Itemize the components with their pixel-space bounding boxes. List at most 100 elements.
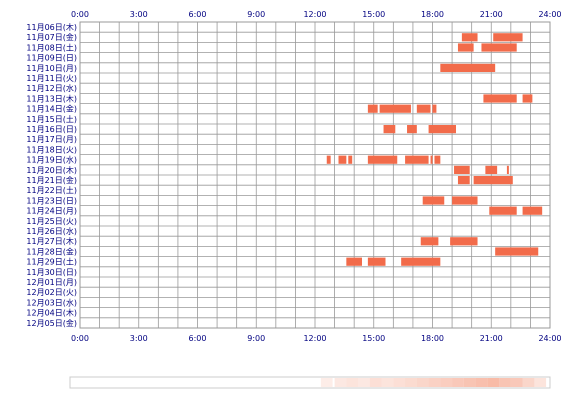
row-label: 11月15日(土) (26, 114, 77, 124)
heat-cell (393, 378, 406, 387)
heat-cell (334, 378, 347, 387)
activity-bar (416, 104, 431, 113)
row-label: 11月12日(水) (26, 83, 77, 93)
tick-label-top: 24:00 (538, 10, 561, 19)
row-label: 11月06日(木) (26, 22, 77, 32)
row-label: 12月02日(火) (26, 288, 77, 297)
activity-bar (348, 155, 353, 164)
tick-label-top: 21:00 (480, 10, 503, 19)
row-label: 11月10日(月) (26, 64, 77, 73)
activity-bar (405, 155, 429, 164)
row-label: 11月25日(火) (26, 217, 77, 226)
tick-label-bottom: 21:00 (480, 334, 503, 343)
heat-cell (487, 378, 500, 387)
tick-label-bottom: 12:00 (303, 334, 326, 343)
activity-bar (428, 125, 456, 134)
heat-cell (534, 378, 547, 387)
row-label: 12月04日(木) (26, 308, 77, 318)
row-label: 11月23日(日) (26, 196, 77, 205)
activity-bar (450, 237, 478, 246)
activity-bar (338, 155, 347, 164)
row-label: 11月07日(金) (26, 32, 77, 42)
heat-cell (346, 378, 359, 387)
activity-bar (493, 33, 523, 42)
heat-cell (416, 378, 429, 387)
tick-label-bottom: 15:00 (362, 334, 385, 343)
row-labels: 11月06日(木)11月07日(金)11月08日(土)11月09日(日)11月1… (26, 22, 77, 328)
row-label: 11月30日(日) (26, 268, 77, 277)
heat-cell (475, 378, 488, 387)
activity-bar (485, 165, 498, 174)
activity-bar (481, 43, 517, 52)
tick-label-top: 18:00 (421, 10, 444, 19)
tick-label-top: 3:00 (130, 10, 148, 19)
row-label: 11月08日(土) (26, 42, 77, 52)
activity-bar (457, 43, 474, 52)
row-label: 11月22日(土) (26, 185, 77, 195)
tick-label-bottom: 24:00 (538, 334, 561, 343)
activity-bar (522, 94, 533, 103)
activity-bar (457, 176, 470, 185)
activity-bar (422, 196, 445, 205)
row-label: 11月09日(日) (26, 54, 77, 63)
tick-label-bottom: 18:00 (421, 334, 444, 343)
activity-bar (432, 104, 437, 113)
tick-label-bottom: 0:00 (71, 334, 89, 343)
heat-cell (405, 378, 417, 387)
row-label: 11月19日(水) (26, 155, 77, 165)
activity-bar (461, 33, 478, 42)
activity-bar (495, 247, 539, 256)
row-label: 11月29日(土) (26, 257, 77, 267)
heat-cell (510, 378, 523, 387)
heat-cell (452, 378, 464, 387)
activity-bar (407, 125, 417, 134)
row-label: 11月24日(月) (26, 207, 77, 216)
time-ticks: 0:00 0:00 3:00 3:00 6:00 6:00 9:00 9:00 12:00 12:… (71, 10, 562, 343)
heat-cell (369, 378, 382, 387)
tick-label-bottom: 6:00 (189, 334, 207, 343)
grid (79, 21, 551, 329)
heat-cell (463, 378, 476, 387)
tick-label-top: 6:00 (189, 10, 207, 19)
activity-bar (454, 165, 470, 174)
activity-bar (367, 257, 386, 266)
activity-bar (401, 257, 441, 266)
heat-cell (522, 378, 535, 387)
activity-bar (506, 165, 509, 174)
activity-bar (326, 155, 331, 164)
tick-label-top: 9:00 (247, 10, 265, 19)
row-label: 11月26日(水) (26, 226, 77, 236)
row-label: 12月01日(月) (26, 278, 77, 287)
activity-bar (383, 125, 396, 134)
tick-label-bottom: 9:00 (247, 334, 265, 343)
heat-cell (440, 378, 453, 387)
heat-cell (428, 378, 441, 387)
heat-cell (320, 378, 333, 387)
activity-bar (489, 206, 517, 215)
row-label: 12月05日(金) (26, 318, 77, 328)
activity-bar (473, 176, 513, 185)
heat-strip-frame (69, 376, 551, 389)
row-label: 11月17日(月) (26, 135, 77, 144)
row-label: 12月03日(水) (26, 297, 77, 307)
activity-bar (367, 104, 378, 113)
activity-bar (379, 104, 411, 113)
row-label: 11月13日(木) (26, 93, 77, 103)
heat-cell (358, 378, 370, 387)
tick-label-bottom: 3:00 (130, 334, 148, 343)
row-label: 11月16日(日) (26, 125, 77, 134)
row-label: 11月21日(金) (26, 175, 77, 185)
row-label: 11月18日(火) (26, 145, 77, 154)
activity-bar (430, 155, 433, 164)
heat-strip (69, 376, 551, 389)
activity-bar (522, 206, 543, 215)
activity-bars (326, 33, 543, 266)
activity-bar (420, 237, 439, 246)
heat-cell (381, 378, 394, 387)
row-label: 11月27日(木) (26, 236, 77, 246)
activity-bar (434, 155, 441, 164)
activity-bar (440, 63, 496, 72)
activity-bar (452, 196, 478, 205)
row-label: 11月28日(金) (26, 246, 77, 256)
